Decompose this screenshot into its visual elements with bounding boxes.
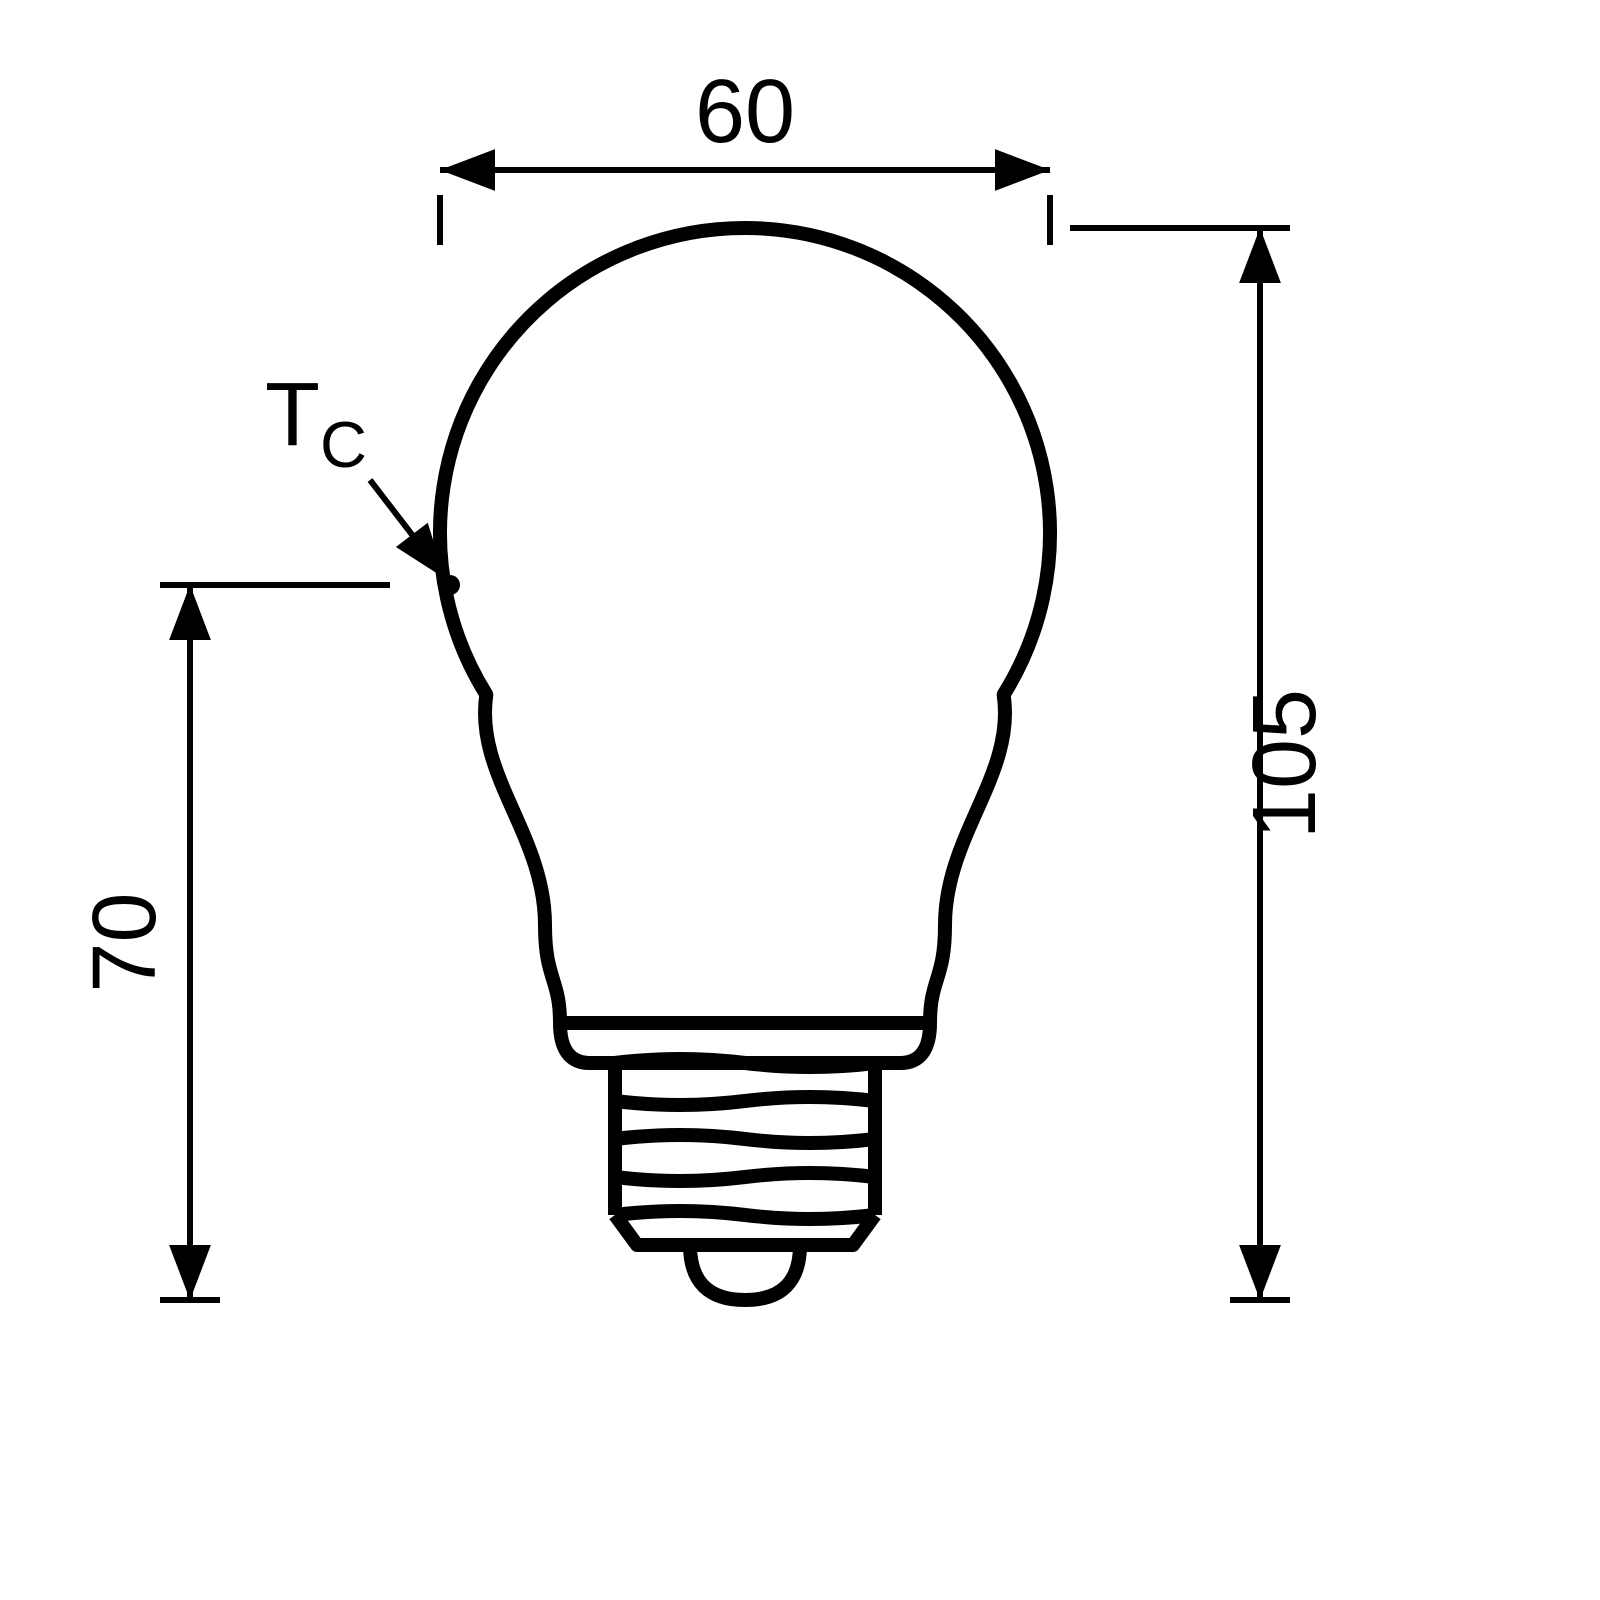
tc-point bbox=[440, 575, 460, 595]
thread-row bbox=[615, 1097, 875, 1105]
tc-label: TC bbox=[265, 365, 367, 481]
dim-width-value: 60 bbox=[695, 62, 795, 162]
neck-flare-left bbox=[545, 925, 560, 1023]
thread-row bbox=[615, 1135, 875, 1143]
neck-flare-right bbox=[930, 925, 945, 1023]
thread-row bbox=[615, 1173, 875, 1181]
thread-row bbox=[615, 1059, 875, 1067]
bulb-glass-outline bbox=[440, 228, 1050, 925]
base-contact bbox=[690, 1245, 800, 1300]
thread-row bbox=[615, 1211, 875, 1219]
dim-height-value: 105 bbox=[1235, 689, 1335, 839]
dim-tc-value: 70 bbox=[75, 892, 175, 992]
